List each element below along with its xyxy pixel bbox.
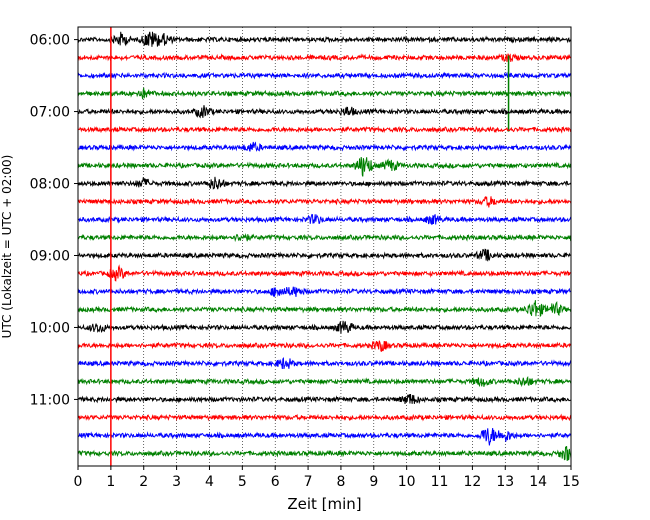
- y-tick-label: 10:00: [30, 320, 70, 336]
- x-tick-label: 11: [431, 474, 449, 490]
- y-tick-label: 08:00: [30, 177, 70, 193]
- trace-1000: [77, 320, 572, 334]
- x-tick-label: 2: [139, 474, 148, 490]
- trace-1115: [77, 413, 572, 422]
- x-tick-label: 12: [463, 474, 481, 490]
- trace-0730: [77, 141, 572, 152]
- trace-0645: [77, 87, 572, 100]
- trace-1015: [77, 340, 572, 353]
- trace-1130: [77, 427, 572, 446]
- trace-0930: [77, 286, 572, 297]
- trace-1030: [77, 356, 572, 370]
- y-tick-label: 09:00: [30, 248, 70, 264]
- trace-0600: [77, 31, 572, 47]
- trace-0845: [77, 233, 572, 243]
- x-tick-label: 9: [369, 474, 378, 490]
- x-tick-label: 14: [529, 474, 547, 490]
- x-tick-label: 4: [205, 474, 214, 490]
- trace-0815: [77, 196, 572, 208]
- x-tick-label: 10: [398, 474, 416, 490]
- trace-0700: [77, 105, 572, 119]
- trace-0615: [77, 53, 572, 63]
- trace-0630: [77, 71, 572, 80]
- y-tick-label: 06:00: [30, 33, 70, 49]
- trace-1145: [77, 446, 572, 461]
- trace-0900: [77, 248, 572, 262]
- y-tick-label: 07:00: [30, 105, 70, 121]
- trace-0715: [77, 125, 572, 134]
- x-tick-label: 5: [238, 474, 247, 490]
- plot-frame: [77, 26, 572, 467]
- x-tick-label: 13: [496, 474, 514, 490]
- trace-0745: [77, 157, 572, 177]
- y-tick-label: 11:00: [30, 392, 70, 408]
- trace-0830: [77, 213, 572, 226]
- x-tick-label: 8: [336, 474, 345, 490]
- trace-0945: [77, 300, 572, 318]
- x-axis-ticks: 0 1 2 3 4 5 6 7 8 9 10 11 12 13 14 15: [74, 466, 580, 490]
- seismic-traces: [77, 31, 572, 461]
- x-tick-label: 3: [172, 474, 181, 490]
- y-axis-label: UTC (Lokalzeit = UTC + 02:00): [0, 155, 14, 339]
- x-axis-label: Zeit [min]: [287, 495, 361, 513]
- x-tick-label: 7: [304, 474, 313, 490]
- trace-1100: [77, 393, 572, 405]
- x-tick-label: 0: [74, 474, 83, 490]
- trace-0915: [77, 264, 571, 282]
- x-tick-label: 1: [106, 474, 115, 490]
- x-tick-label: 6: [271, 474, 280, 490]
- y-axis-ticks: 06:00 07:00 08:00 09:00 10:00 11:00: [30, 33, 78, 408]
- x-tick-label: 15: [562, 474, 580, 490]
- vertical-grid: [110, 27, 539, 466]
- trace-1045: [77, 376, 572, 388]
- trace-0800: [77, 176, 572, 190]
